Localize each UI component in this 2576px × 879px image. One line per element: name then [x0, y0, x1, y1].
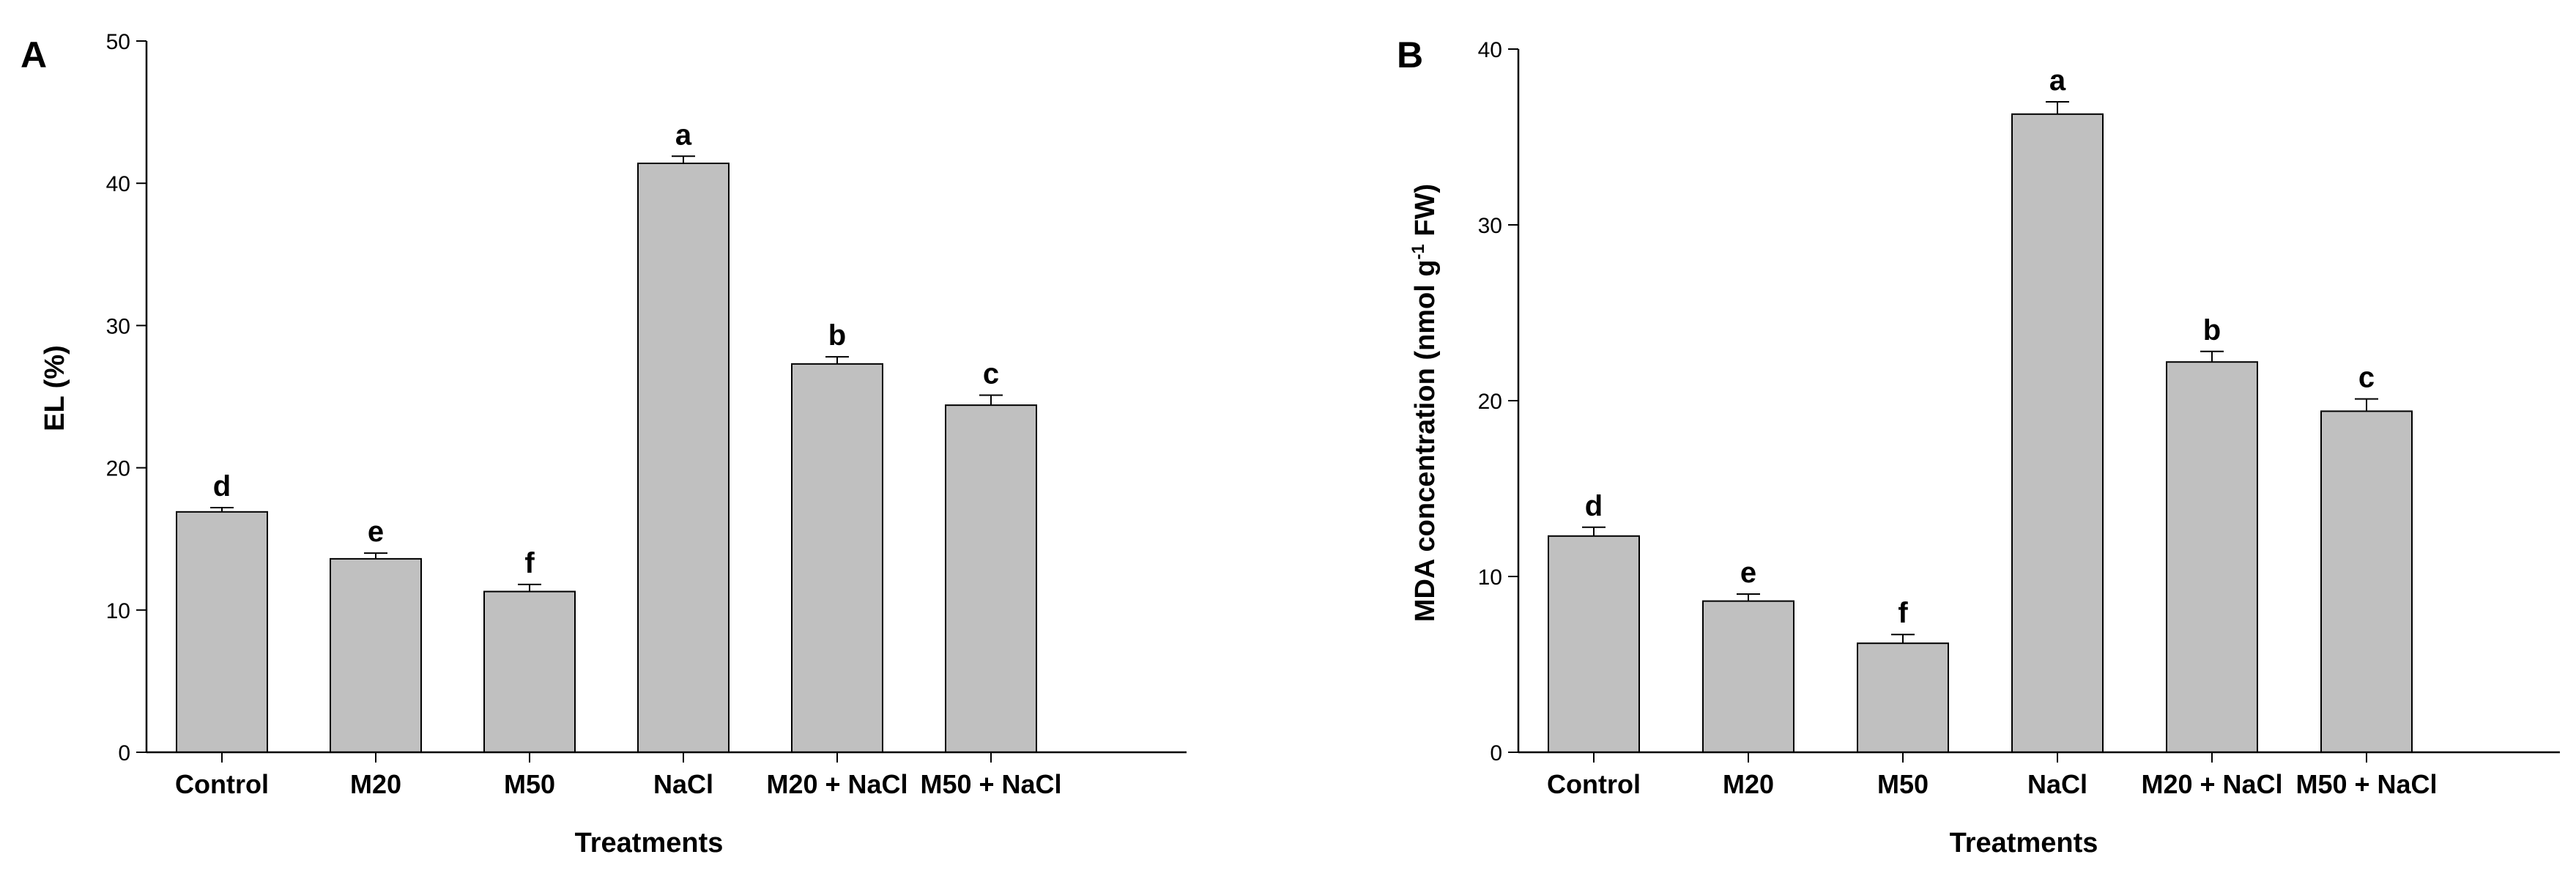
panel-a-category-label: M20 + NaCl — [766, 769, 907, 799]
panel-b-y-tick-label: 10 — [1478, 565, 1502, 590]
panel-a-x-axis-title: Treatments — [575, 828, 724, 858]
panel-a-category-label: M50 — [504, 769, 555, 799]
panel-a-bar — [483, 590, 576, 754]
panel-a-significance-letter: f — [524, 547, 535, 579]
panel-b-bar — [1702, 600, 1794, 753]
panel-b-plot: 0 10 20 30 40 Control d M20 e M50 f NaCl a M20 + NaCl… — [1478, 38, 2560, 799]
panel-b-significance-letter: d — [1585, 490, 1603, 522]
panel-a-y-tick-label: 30 — [106, 314, 130, 338]
panel-b-bar — [2166, 361, 2258, 753]
panel-a-significance-letter: d — [213, 470, 231, 502]
panel-b-y-tick-label: 40 — [1478, 38, 1502, 62]
panel-a-y-tick-label: 50 — [106, 30, 130, 54]
panel-b-category-label: M20 — [1723, 769, 1774, 799]
panel-b-x-axis-title: Treatments — [1950, 828, 2098, 858]
panel-a-y-tick-label: 40 — [106, 172, 130, 196]
panel-b-significance-letter: b — [2203, 314, 2221, 346]
panel-b-y-axis-title-tail: FW) — [1410, 184, 1441, 244]
panel-a-category-label: M20 — [350, 769, 401, 799]
panel-a-y-tick-label: 20 — [106, 457, 130, 481]
panel-b-significance-letter: e — [1740, 557, 1756, 589]
panel-a-bar — [945, 404, 1037, 753]
panel-b-y-axis-title: MDA concentration (nmol g-1 FW) — [1408, 184, 1441, 622]
panel-b-y-axis-title-main: MDA concentration (nmol g — [1410, 259, 1441, 622]
panel-a-category-label: M50 + NaCl — [920, 769, 1061, 799]
panel-a-y-tick-label: 0 — [118, 741, 130, 765]
panel-a-bar — [791, 363, 883, 754]
panel-b-category-label: M50 + NaCl — [2295, 769, 2437, 799]
panel-b-bar — [2320, 410, 2413, 754]
panel-a: A EL (%) Treatments 0 10 20 30 40 50 Control d M… — [21, 30, 1187, 858]
panel-a-significance-letter: c — [983, 358, 999, 390]
panel-b-category-label: M50 — [1877, 769, 1929, 799]
panel-a-significance-letter: b — [828, 319, 846, 352]
panel-b-bar — [2011, 113, 2104, 754]
panel-b-category-label: NaCl — [2027, 769, 2087, 799]
panel-b-y-tick-label: 30 — [1478, 214, 1502, 238]
panel-b-significance-letter: f — [1898, 597, 1908, 629]
panel-b-bar — [1857, 642, 1949, 754]
panel-b-category-label: M20 + NaCl — [2141, 769, 2282, 799]
panel-a-letter: A — [21, 34, 47, 75]
panel-b-significance-letter: c — [2358, 362, 2375, 394]
panel-b-y-axis-title-sup: -1 — [1408, 244, 1428, 259]
panel-a-category-label: Control — [175, 769, 269, 799]
panel-a-plot: 0 10 20 30 40 50 Control d M20 e M50 f NaCl a M20 + Na… — [106, 30, 1187, 799]
panel-a-bar — [176, 511, 268, 753]
panel-a-significance-letter: a — [675, 119, 692, 151]
panel-b: B MDA concentration (nmol g-1 FW) Treatm… — [1397, 34, 2560, 858]
panel-b-y-tick-label: 0 — [1490, 741, 1502, 765]
panel-a-significance-letter: e — [368, 516, 384, 548]
panel-b-y-tick-label: 20 — [1478, 390, 1502, 414]
panel-b-bar — [1548, 535, 1640, 753]
panel-b-category-label: Control — [1547, 769, 1641, 799]
panel-a-category-label: NaCl — [653, 769, 713, 799]
panel-b-letter: B — [1397, 34, 1423, 75]
panel-a-bar — [637, 163, 730, 753]
panel-a-y-axis-title: EL (%) — [40, 345, 70, 431]
panel-a-y-tick-label: 10 — [106, 599, 130, 623]
panel-a-bar — [330, 557, 422, 753]
panel-b-significance-letter: a — [2049, 64, 2066, 97]
